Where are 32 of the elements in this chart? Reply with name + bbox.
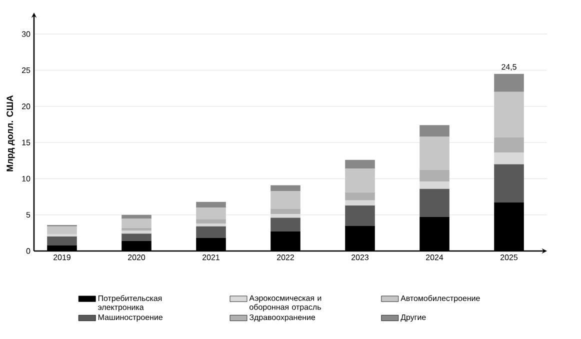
bar <box>122 214 152 218</box>
bar <box>270 214 300 218</box>
y-axis-title: Млрд долл. США <box>6 95 15 172</box>
bar <box>420 170 450 182</box>
bar <box>345 200 375 206</box>
bar <box>47 226 77 234</box>
bar <box>47 234 77 237</box>
bar <box>494 137 524 153</box>
bar <box>47 236 77 246</box>
bar <box>270 209 300 214</box>
bar <box>122 234 152 241</box>
bar <box>494 92 524 138</box>
bar <box>494 164 524 203</box>
bar <box>196 226 226 238</box>
bar <box>196 224 226 226</box>
bar <box>345 192 375 200</box>
bar <box>270 190 300 210</box>
bar <box>196 202 226 208</box>
bar <box>420 182 450 189</box>
bar <box>345 205 375 226</box>
bar <box>196 208 226 220</box>
bar <box>122 218 152 228</box>
bar <box>270 185 300 191</box>
bar <box>270 218 300 232</box>
bar <box>420 188 450 218</box>
bar <box>345 168 375 192</box>
bar <box>345 160 375 169</box>
bar <box>494 152 524 164</box>
bar <box>196 219 226 224</box>
bar <box>420 125 450 137</box>
bar <box>494 74 524 92</box>
bar <box>420 136 450 170</box>
